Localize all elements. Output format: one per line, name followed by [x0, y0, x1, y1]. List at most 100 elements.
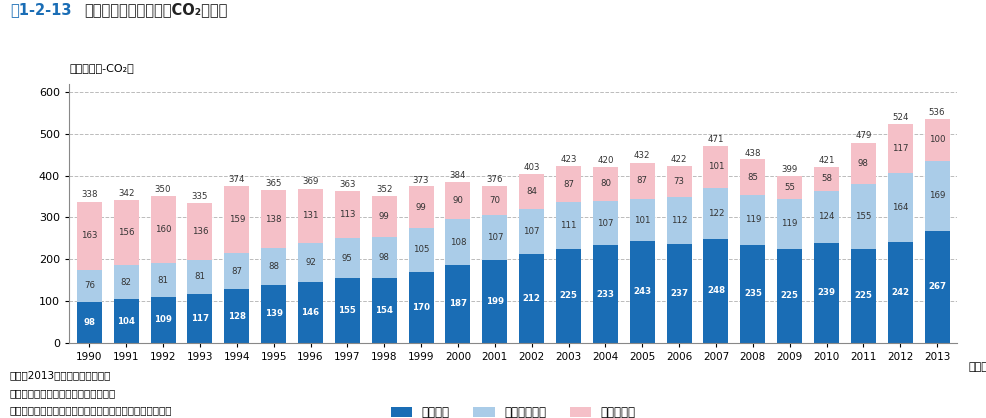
- Bar: [850, 184, 875, 249]
- Text: 107: 107: [597, 219, 613, 227]
- Text: 225: 225: [854, 291, 872, 300]
- Text: 237: 237: [669, 289, 687, 298]
- Text: 128: 128: [228, 311, 246, 321]
- Text: 73: 73: [672, 177, 684, 186]
- Bar: [187, 203, 212, 260]
- Text: 98: 98: [857, 159, 868, 168]
- Bar: [298, 243, 322, 282]
- Bar: [261, 248, 286, 285]
- Text: 87: 87: [562, 180, 574, 189]
- Text: 365: 365: [265, 179, 282, 188]
- Text: 536: 536: [928, 107, 945, 117]
- Bar: [224, 289, 249, 343]
- Text: 87: 87: [231, 267, 242, 275]
- Bar: [372, 196, 396, 237]
- Bar: [593, 201, 617, 245]
- Bar: [703, 239, 728, 343]
- Bar: [151, 263, 176, 297]
- Text: 70: 70: [489, 196, 500, 205]
- Text: 109: 109: [154, 316, 172, 324]
- Text: 342: 342: [118, 189, 134, 198]
- Bar: [703, 146, 728, 188]
- Text: 373: 373: [412, 176, 429, 185]
- Text: 139: 139: [264, 309, 282, 318]
- Bar: [334, 238, 360, 278]
- Text: 138: 138: [265, 214, 282, 224]
- Bar: [740, 245, 764, 343]
- Text: 107: 107: [523, 227, 539, 236]
- Bar: [703, 188, 728, 239]
- Text: 169: 169: [928, 191, 945, 200]
- Text: 図1-2-13: 図1-2-13: [10, 2, 71, 17]
- Bar: [77, 202, 102, 270]
- Bar: [224, 186, 249, 253]
- Bar: [666, 166, 691, 197]
- Text: 160: 160: [155, 225, 172, 234]
- Bar: [629, 199, 654, 241]
- Bar: [555, 166, 581, 202]
- Text: （年度）: （年度）: [967, 362, 986, 372]
- Text: 122: 122: [707, 209, 724, 218]
- Text: 233: 233: [596, 290, 613, 298]
- Text: 119: 119: [743, 215, 760, 224]
- Bar: [740, 159, 764, 195]
- Text: 399: 399: [781, 165, 797, 174]
- Text: 242: 242: [890, 288, 908, 297]
- Text: 248: 248: [706, 286, 725, 296]
- Bar: [593, 167, 617, 201]
- Text: 432: 432: [633, 151, 650, 160]
- Bar: [740, 195, 764, 245]
- Text: 374: 374: [229, 175, 245, 184]
- Text: 384: 384: [450, 171, 465, 180]
- Bar: [813, 167, 838, 191]
- Bar: [334, 191, 360, 238]
- Text: （百万トン-CO₂）: （百万トン-CO₂）: [69, 63, 134, 73]
- Text: 104: 104: [117, 316, 135, 326]
- Text: 239: 239: [816, 288, 835, 297]
- Text: 99: 99: [415, 203, 426, 212]
- Bar: [886, 124, 912, 173]
- Text: 363: 363: [339, 180, 355, 189]
- Text: 95: 95: [341, 254, 352, 263]
- Bar: [519, 174, 543, 209]
- Bar: [555, 249, 581, 343]
- Text: 163: 163: [81, 232, 98, 240]
- Legend: 石炭火力, 天然ガス火力, 石油火力等: 石炭火力, 天然ガス火力, 石油火力等: [390, 406, 635, 418]
- Text: 81: 81: [194, 273, 205, 281]
- Bar: [593, 245, 617, 343]
- Text: 101: 101: [707, 163, 724, 171]
- Bar: [776, 176, 802, 199]
- Bar: [77, 270, 102, 302]
- Text: 438: 438: [743, 148, 760, 158]
- Bar: [629, 163, 654, 199]
- Bar: [187, 294, 212, 343]
- Text: 101: 101: [633, 216, 650, 224]
- Text: 471: 471: [707, 135, 724, 144]
- Bar: [629, 241, 654, 343]
- Text: 119: 119: [781, 219, 797, 228]
- Text: 225: 225: [559, 291, 577, 300]
- Text: 105: 105: [412, 245, 429, 254]
- Text: 58: 58: [820, 174, 831, 184]
- Bar: [482, 260, 507, 343]
- Text: 235: 235: [743, 289, 761, 298]
- Text: 154: 154: [375, 306, 392, 315]
- Text: 350: 350: [155, 185, 172, 194]
- Text: 524: 524: [891, 112, 907, 122]
- Text: 423: 423: [560, 155, 576, 164]
- Bar: [298, 282, 322, 343]
- Bar: [886, 173, 912, 242]
- Text: 422: 422: [670, 155, 686, 164]
- Text: 81: 81: [158, 276, 169, 285]
- Text: 155: 155: [338, 306, 356, 315]
- Text: 170: 170: [412, 303, 430, 312]
- Text: 117: 117: [190, 314, 209, 323]
- Text: 164: 164: [891, 203, 907, 212]
- Bar: [666, 244, 691, 343]
- Text: 88: 88: [268, 262, 279, 271]
- Bar: [482, 215, 507, 260]
- Text: 243: 243: [633, 288, 651, 296]
- Bar: [261, 285, 286, 343]
- Text: 76: 76: [84, 281, 95, 291]
- Bar: [408, 186, 433, 228]
